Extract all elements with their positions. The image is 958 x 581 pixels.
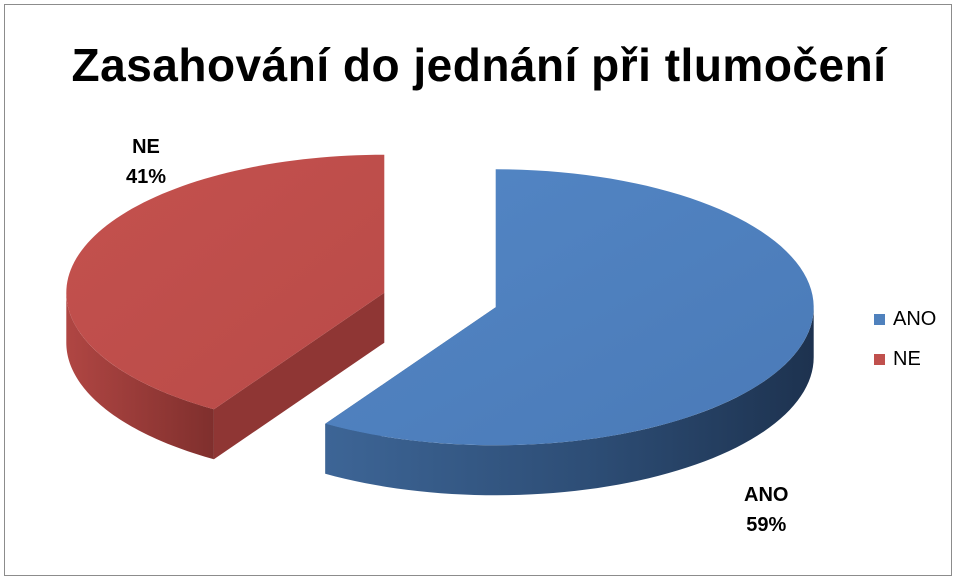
chart-title: Zasahování do jednání při tlumočení: [71, 39, 887, 91]
slice-ano-top: [325, 169, 814, 446]
legend-swatch-ne: [874, 353, 885, 365]
slice-ano: [325, 169, 814, 496]
slice-ne-top: [66, 154, 385, 410]
data-label-value: 59%: [746, 514, 787, 536]
legend-item-ne: NE: [874, 346, 936, 372]
data-label-ano: ANO 59%: [744, 480, 788, 540]
legend-label: NE: [893, 347, 921, 370]
legend-item-ano: ANO: [874, 306, 936, 332]
data-label-value: 41%: [126, 166, 167, 188]
data-label-name: NE: [132, 136, 160, 158]
slice-ne: [66, 154, 385, 460]
slice-ano-side: [325, 307, 814, 496]
legend-label: ANO: [893, 307, 937, 330]
legend-swatch-ano: [874, 313, 885, 325]
data-label-name: ANO: [744, 484, 789, 506]
data-label-ne: NE 41%: [126, 132, 166, 192]
slice-ne-wall: [213, 292, 385, 460]
legend: ANO NE: [874, 306, 936, 386]
slice-ne-side: [66, 292, 214, 460]
